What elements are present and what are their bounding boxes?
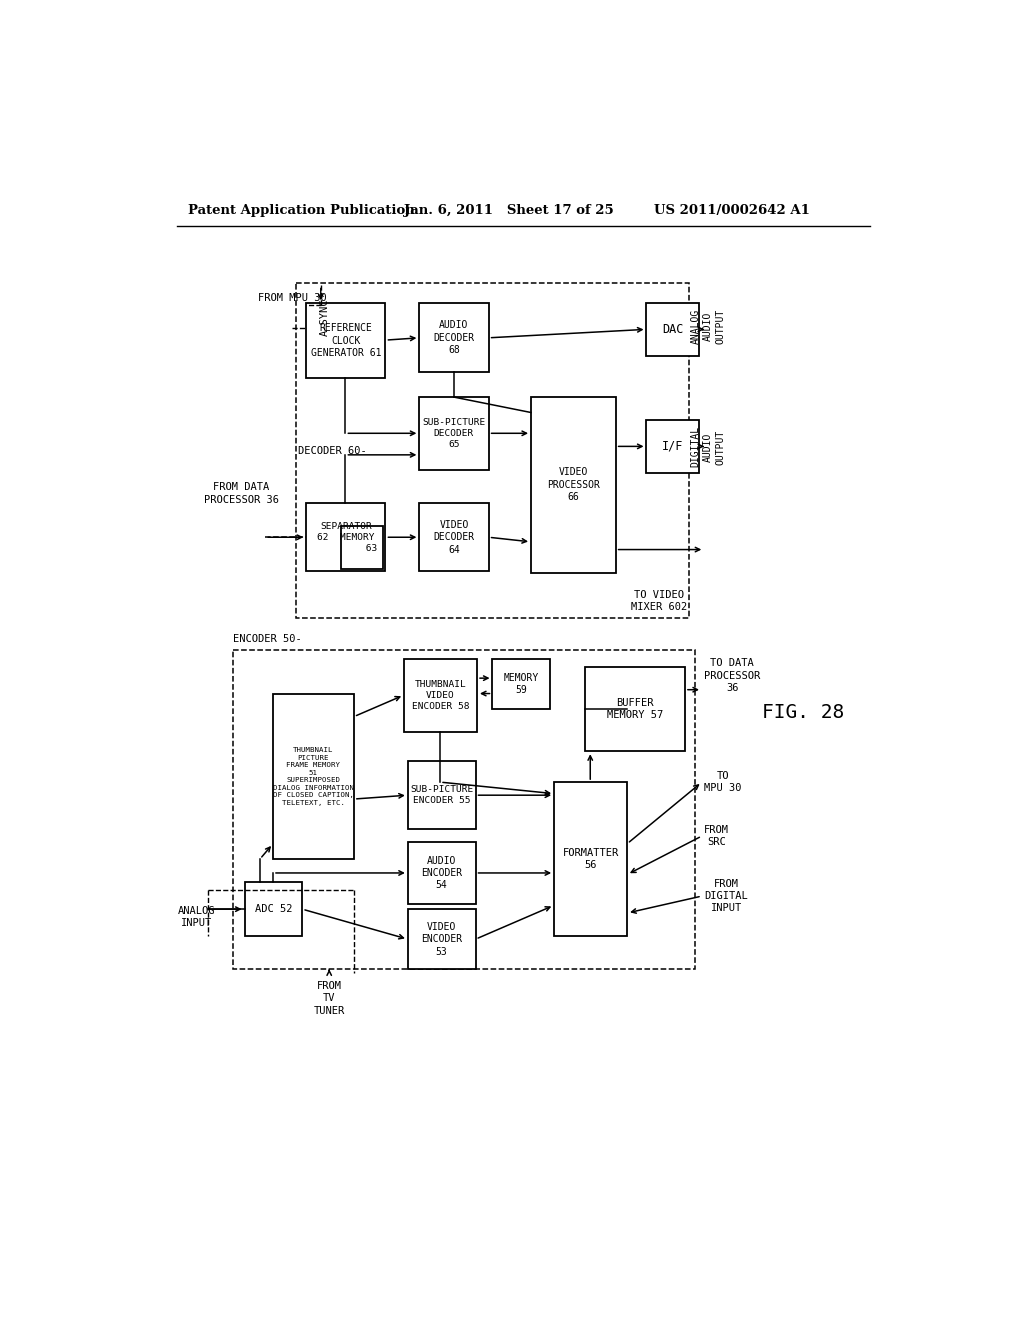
Text: ANALOG
INPUT: ANALOG INPUT	[178, 906, 216, 928]
Bar	[245, 882, 302, 936]
Text: I/F: I/F	[662, 440, 683, 453]
Text: VIDEO
ENCODER
53: VIDEO ENCODER 53	[421, 921, 462, 957]
Bar	[554, 781, 628, 936]
Text: AUDIO
ENCODER
54: AUDIO ENCODER 54	[421, 855, 462, 891]
Bar	[408, 842, 475, 904]
Text: TO VIDEO
MIXER 602: TO VIDEO MIXER 602	[631, 590, 687, 612]
Text: MEMORY
59: MEMORY 59	[504, 673, 539, 696]
Bar	[306, 503, 385, 572]
Bar	[273, 693, 354, 859]
Text: Patent Application Publication: Patent Application Publication	[188, 205, 415, 218]
Text: TO DATA
PROCESSOR
36: TO DATA PROCESSOR 36	[705, 659, 761, 693]
Text: ANALOG
AUDIO
OUTPUT: ANALOG AUDIO OUTPUT	[690, 309, 725, 343]
Text: VIDEO
PROCESSOR
66: VIDEO PROCESSOR 66	[547, 467, 600, 503]
Bar	[403, 659, 477, 733]
Bar	[493, 659, 550, 709]
Text: THUMBNAIL
VIDEO
ENCODER 58: THUMBNAIL VIDEO ENCODER 58	[412, 680, 469, 711]
Bar	[646, 420, 698, 473]
Text: TO
MPU 30: TO MPU 30	[705, 771, 741, 793]
Text: ENCODER 50-: ENCODER 50-	[233, 634, 302, 644]
Text: VIDEO
DECODER
64: VIDEO DECODER 64	[433, 520, 474, 554]
Text: Jan. 6, 2011   Sheet 17 of 25: Jan. 6, 2011 Sheet 17 of 25	[403, 205, 613, 218]
Bar	[531, 397, 615, 573]
Text: FIG. 28: FIG. 28	[762, 704, 844, 722]
Text: DECODER 60-: DECODER 60-	[298, 446, 367, 455]
Text: A-SYNC: A-SYNC	[319, 298, 330, 337]
Text: SUB-PICTURE
ENCODER 55: SUB-PICTURE ENCODER 55	[410, 785, 473, 805]
Text: FROM MPU 30: FROM MPU 30	[258, 293, 327, 304]
Bar	[296, 284, 689, 618]
Text: US 2011/0002642 A1: US 2011/0002642 A1	[654, 205, 810, 218]
Bar	[341, 527, 383, 569]
Bar	[408, 909, 475, 969]
Text: SEPARATOR
62  MEMORY
         63: SEPARATOR 62 MEMORY 63	[314, 521, 378, 553]
Text: BUFFER
MEMORY 57: BUFFER MEMORY 57	[607, 698, 663, 721]
Text: SUB-PICTURE
DECODER
65: SUB-PICTURE DECODER 65	[422, 418, 485, 449]
Bar	[233, 649, 695, 969]
Text: FORMATTER
56: FORMATTER 56	[562, 847, 618, 870]
Text: REFERENCE
CLOCK
GENERATOR 61: REFERENCE CLOCK GENERATOR 61	[310, 323, 381, 358]
Bar	[419, 304, 488, 372]
Text: DIGITAL
AUDIO
OUTPUT: DIGITAL AUDIO OUTPUT	[690, 426, 725, 467]
Bar	[419, 503, 488, 572]
Text: THUMBNAIL
PICTURE
FRAME MEMORY
51
SUPERIMPOSED
DIALOG INFORMATION
OF CLOSED CAPT: THUMBNAIL PICTURE FRAME MEMORY 51 SUPERI…	[273, 747, 354, 805]
Text: FROM
SRC: FROM SRC	[705, 825, 729, 847]
Text: AUDIO
DECODER
68: AUDIO DECODER 68	[433, 321, 474, 355]
Bar	[306, 304, 385, 378]
Bar	[646, 304, 698, 355]
Bar	[585, 667, 685, 751]
Text: DAC: DAC	[662, 323, 683, 335]
Text: FROM
DIGITAL
INPUT: FROM DIGITAL INPUT	[705, 879, 748, 913]
Bar	[419, 397, 488, 470]
Bar	[408, 762, 475, 829]
Text: FROM
TV
TUNER: FROM TV TUNER	[313, 981, 345, 1015]
Text: ADC 52: ADC 52	[255, 904, 292, 915]
Text: FROM DATA
PROCESSOR 36: FROM DATA PROCESSOR 36	[204, 482, 279, 504]
